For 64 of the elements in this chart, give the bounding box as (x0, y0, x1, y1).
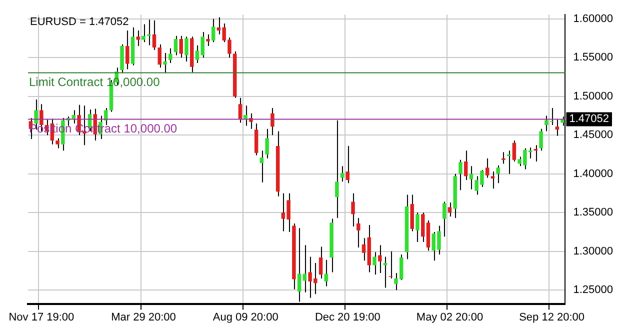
candlestick (335, 120, 339, 219)
x-tick-label: Dec 20 19:00 (314, 311, 380, 324)
y-tick-label: 1.25000 (573, 284, 614, 296)
candlestick (302, 244, 307, 293)
candlestick (458, 159, 462, 191)
x-tick-label: May 02 20:00 (416, 311, 484, 324)
candlestick (485, 158, 490, 178)
candlestick (318, 246, 323, 279)
candlestick (158, 44, 162, 68)
candlestick (416, 212, 420, 243)
candlestick (490, 171, 495, 190)
candlestick (469, 166, 474, 190)
y-tick-label: 1.40000 (573, 168, 614, 180)
candlestick (142, 24, 146, 43)
y-tick-label: 1.35000 (573, 206, 614, 219)
candlestick (163, 52, 167, 74)
candlestick (136, 30, 140, 46)
candlestick (179, 35, 183, 58)
candlestick (260, 150, 264, 183)
candlestick (211, 18, 216, 43)
candlestick (206, 34, 210, 46)
candlestick (464, 150, 468, 181)
candlestick (539, 128, 543, 152)
chart-title: EURUSD = 1.47052 (30, 16, 129, 28)
x-tick-label: Nov 17 19:00 (8, 311, 74, 324)
text: 1.47052 (569, 113, 610, 126)
y-tick-label: 1.55000 (573, 52, 614, 64)
candlestick (351, 192, 355, 228)
candlestick (496, 164, 500, 184)
candlestick (270, 107, 274, 136)
candlestick (104, 107, 108, 126)
candlestick (254, 122, 258, 156)
candlestick (56, 138, 60, 149)
candlestick (448, 202, 452, 217)
candlestick (534, 144, 538, 162)
candlestick (388, 250, 393, 279)
candlestick (442, 201, 446, 238)
candlestick (126, 30, 130, 70)
x-tick-label: Aug 09 20:00 (212, 311, 278, 324)
candlestick (340, 166, 344, 182)
candlestick (512, 140, 516, 162)
x-tick-label: Mar 29 20:00 (111, 311, 176, 324)
candlestick (362, 238, 366, 262)
candlestick (184, 36, 188, 62)
candlestick (383, 256, 388, 288)
candlestick (346, 145, 350, 184)
candlestick (502, 152, 506, 164)
candlestick (147, 19, 151, 46)
candlestick (372, 252, 376, 276)
y-tick-label: 1.45000 (573, 129, 614, 142)
candlestick (168, 48, 172, 64)
candlestick (238, 97, 242, 124)
candlestick (244, 105, 248, 126)
candlestick (506, 150, 511, 174)
candlestick (174, 35, 178, 56)
candlestick (324, 259, 328, 287)
candlestick (356, 218, 360, 248)
candlestick (265, 128, 269, 159)
y-tick-label: 1.30000 (573, 245, 614, 258)
y-tick-label: 1.60000 (573, 12, 614, 25)
candlestick (378, 244, 382, 274)
candlestick (152, 20, 156, 50)
y-tick-label: 1.50000 (573, 90, 614, 102)
x-tick-label: Sep 12 20:00 (519, 311, 585, 324)
